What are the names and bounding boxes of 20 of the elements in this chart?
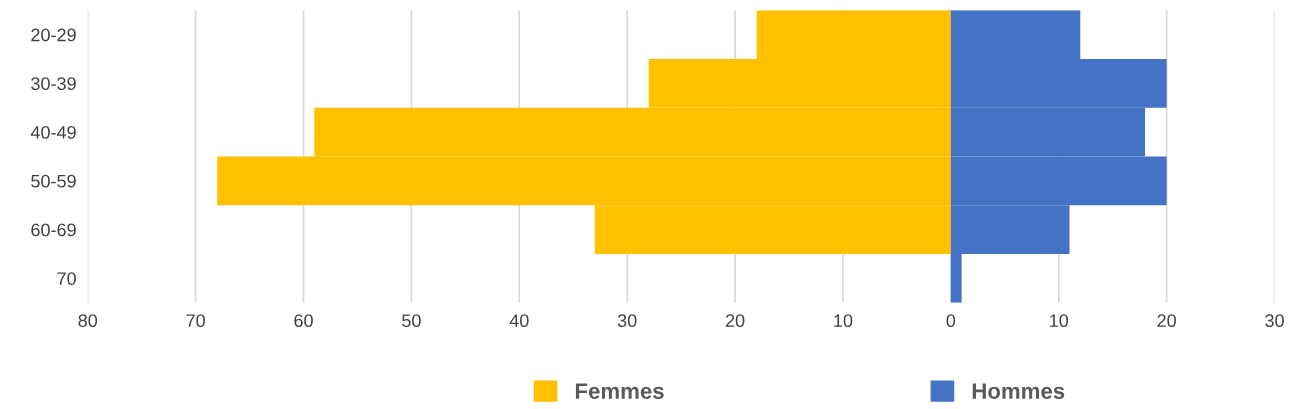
y-tick-label: 70	[57, 272, 76, 286]
y-tick-label: 20-29	[31, 28, 76, 42]
y-tick-label: 30-39	[31, 77, 76, 91]
y-tick-label: 60-69	[31, 223, 76, 237]
x-tick-label: 30	[617, 314, 637, 328]
x-tick-label: 60	[294, 314, 313, 328]
x-tick-label: 40	[509, 314, 529, 328]
x-tick-label: 10	[834, 314, 853, 328]
x-tick-label: 0	[946, 314, 956, 328]
x-tick-label: 10	[1050, 314, 1069, 328]
x-tick-label: 30	[1265, 314, 1284, 328]
x-tick-label: 80	[78, 314, 98, 328]
x-tick-label: 70	[186, 314, 205, 328]
y-tick-label: 40-49	[30, 126, 76, 139]
legend-label: Femmes	[575, 383, 664, 399]
x-tick-label: 20	[725, 314, 745, 328]
legend-label: Hommes	[972, 383, 1065, 399]
x-tick-label: 50	[402, 314, 421, 328]
y-tick-label: 50-59	[31, 174, 76, 188]
x-tick-label: 20	[1157, 314, 1176, 328]
